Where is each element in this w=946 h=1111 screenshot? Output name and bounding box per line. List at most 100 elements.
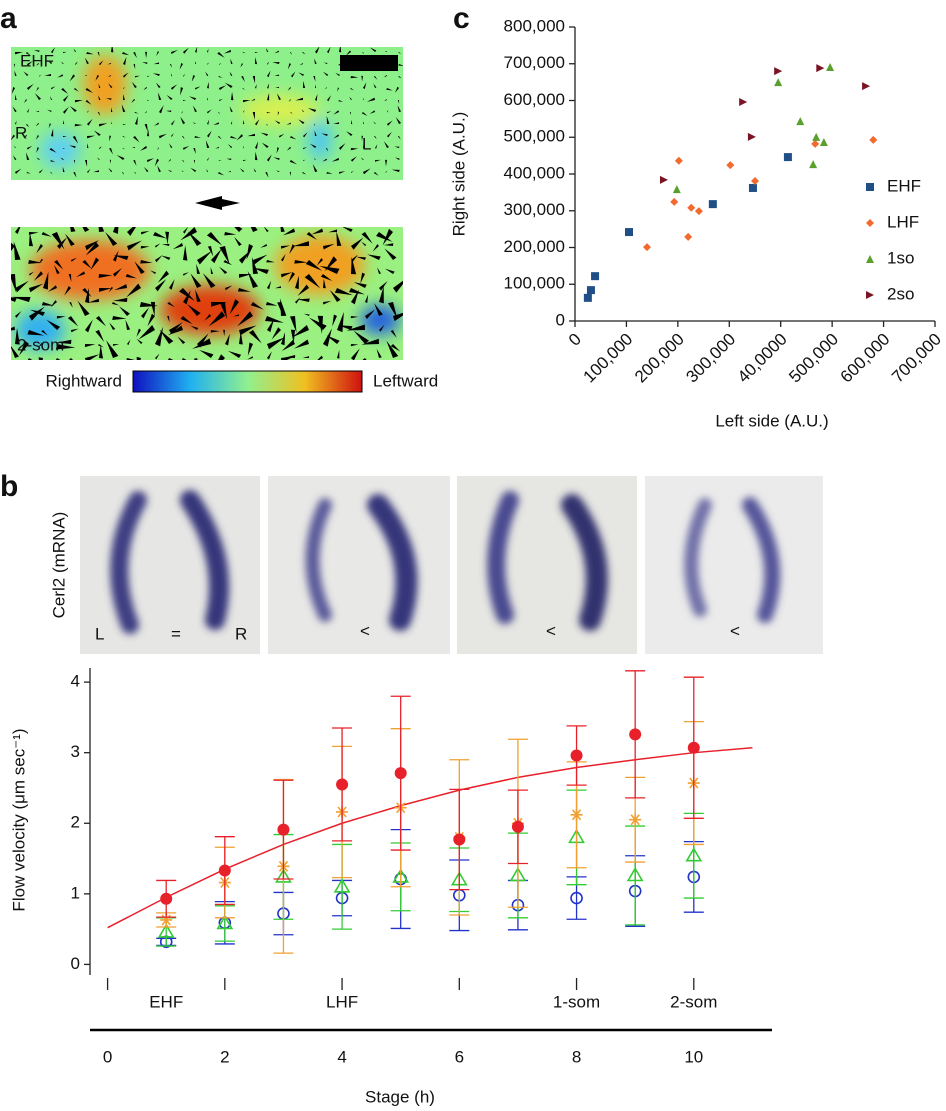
flow-arrow [321, 133, 328, 136]
flow-arrow [55, 358, 61, 360]
flow-arrow [240, 63, 243, 68]
flow-arrow [180, 87, 183, 96]
point [394, 767, 407, 780]
flow-arrow [281, 340, 295, 352]
flow-arrow [61, 88, 69, 95]
point [629, 813, 642, 826]
flow-arrow [27, 60, 33, 66]
point [685, 847, 703, 862]
flow-arrow [70, 227, 76, 232]
flow-arrow [33, 49, 40, 52]
flow-arrow [223, 329, 225, 337]
flow-arrow [246, 244, 253, 260]
flow-arrow [297, 284, 309, 296]
flow-arrow [192, 338, 211, 349]
point [869, 135, 878, 144]
flow-arrow [289, 136, 297, 140]
flow-arrow [294, 260, 308, 264]
flow-arrow [11, 326, 15, 331]
point [570, 891, 583, 905]
flow-arrow [253, 254, 268, 265]
flow-arrow [68, 274, 72, 282]
point [747, 132, 756, 141]
flow-arrow [251, 256, 259, 274]
flow-arrow [98, 227, 105, 232]
flow-arrow [207, 246, 214, 257]
flow-arrow [314, 123, 315, 127]
point [453, 833, 466, 846]
image-mark: < [546, 621, 556, 640]
flow-arrow [85, 319, 93, 333]
flow-arrow [69, 74, 75, 82]
flow-arrow [275, 170, 280, 172]
point [774, 67, 783, 76]
flow-arrow [323, 278, 326, 289]
flow-arrow [74, 124, 83, 127]
y-tick-label: 1 [71, 883, 80, 902]
flow-arrow [195, 47, 198, 53]
x-tick-label: 200,000 [631, 330, 688, 387]
point [586, 286, 595, 295]
flow-arrow [323, 243, 335, 250]
flow-arrow [69, 302, 73, 308]
flow-arrow [161, 255, 171, 260]
flow-arrow [142, 62, 148, 64]
flow-arrow [395, 117, 402, 124]
flow-arrow [207, 130, 212, 138]
flow-arrow [18, 340, 29, 356]
point [626, 866, 644, 882]
flow-arrow [261, 142, 269, 148]
flow-arrow [188, 231, 202, 246]
flow-arrow [299, 63, 303, 66]
flow-arrow [73, 172, 77, 178]
flow-map [11, 227, 403, 360]
flow-arrow [122, 172, 125, 175]
flow-arrow [109, 322, 116, 330]
flow-arrow [84, 344, 96, 348]
flow-arrow [111, 107, 113, 113]
stage-label: 2-som [670, 992, 717, 1011]
point [336, 778, 349, 791]
flow-arrow [47, 109, 52, 112]
scale-bar [340, 55, 398, 71]
flow-arrow [295, 297, 301, 304]
flow-arrow [85, 100, 92, 105]
flow-arrow [337, 87, 339, 92]
flow-arrow [75, 61, 78, 65]
flow-arrow [73, 48, 77, 52]
flow-arrow [394, 86, 399, 93]
flow-arrow [250, 302, 264, 310]
flow-arrow [290, 112, 293, 115]
flow-arrow [224, 232, 237, 236]
flow-arrow [195, 289, 201, 302]
point [708, 200, 717, 209]
flow-arrow [247, 342, 253, 356]
flow-arrow [165, 231, 169, 245]
x-tick-label: 4 [337, 1047, 346, 1066]
flow-arrow [119, 306, 130, 316]
flow-arrow [315, 47, 320, 54]
point [811, 139, 820, 148]
flow-arrow [349, 288, 365, 295]
flow-arrow [247, 133, 255, 137]
flow-arrow [150, 301, 155, 317]
flow-arrow [218, 112, 220, 115]
flow-arrow [225, 285, 233, 291]
flow-arrow [111, 302, 120, 306]
flow-arrow [206, 168, 208, 172]
flow-arrow [84, 75, 87, 77]
flow-arrow [218, 354, 225, 360]
flow-arrow [234, 236, 242, 246]
y-tick-label: 800,000 [504, 16, 565, 35]
flow-arrow [293, 339, 309, 349]
flow-arrow [365, 309, 376, 320]
flow-arrow [98, 95, 101, 100]
flow-arrow [287, 63, 291, 70]
flow-arrow [95, 316, 107, 327]
flow-arrow [303, 132, 308, 138]
flow-arrow [98, 288, 112, 292]
point [783, 153, 792, 162]
flow-arrow [267, 92, 270, 101]
flow-arrow [373, 76, 378, 80]
